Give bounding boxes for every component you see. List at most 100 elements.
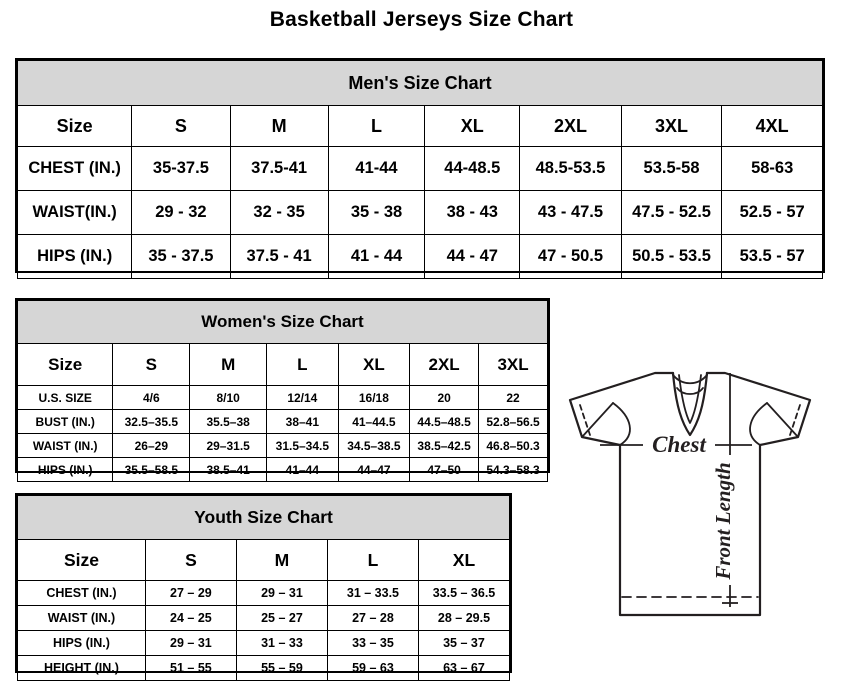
- youth-col-s: S: [144, 539, 237, 581]
- mens-col-2xl: 2XL: [519, 105, 622, 147]
- womens-hips-m: 38.5–41: [189, 457, 268, 482]
- womens-hips-2xl: 47–50: [409, 457, 480, 482]
- womens-col-s: S: [112, 343, 191, 386]
- mens-waist-s: 29 - 32: [131, 190, 231, 235]
- womens-ussize-3xl: 22: [478, 385, 548, 410]
- mens-size-chart: Men's Size Chart Size S M L XL 2XL 3XL 4…: [15, 58, 825, 279]
- youth-hips-s: 29 – 31: [144, 630, 237, 656]
- youth-waist-xl: 28 – 29.5: [417, 605, 511, 631]
- womens-col-m: M: [189, 343, 268, 386]
- womens-bust-2xl: 44.5–48.5: [409, 409, 480, 434]
- mens-band-row: Men's Size Chart: [17, 60, 823, 106]
- table-row: HIPS (IN.) 35.5–58.5 38.5–41 41–44 44–47…: [16, 457, 548, 482]
- womens-ussize-m: 8/10: [189, 385, 268, 410]
- youth-waist-l: 27 – 28: [326, 605, 419, 631]
- womens-hips-xl: 44–47: [337, 457, 411, 482]
- front-length-measure-line: [722, 373, 738, 607]
- youth-row-label-height: HEIGHT (IN.): [17, 655, 146, 681]
- womens-bust-m: 35.5–38: [189, 409, 268, 434]
- youth-chest-s: 27 – 29: [144, 580, 237, 606]
- youth-chest-l: 31 – 33.5: [326, 580, 419, 606]
- table-row: U.S. SIZE 4/6 8/10 12/14 16/18 20 22: [16, 385, 548, 410]
- table-row: WAIST (IN.) 24 – 25 25 – 27 27 – 28 28 –…: [17, 605, 511, 631]
- mens-hips-3xl: 50.5 - 53.5: [620, 234, 723, 279]
- mens-header-row: Size S M L XL 2XL 3XL 4XL: [16, 105, 823, 147]
- mens-chest-s: 35-37.5: [131, 146, 231, 191]
- youth-band-title: Youth Size Chart: [17, 495, 510, 540]
- youth-height-s: 51 – 55: [144, 655, 237, 681]
- mens-col-xl: XL: [424, 105, 521, 147]
- mens-hips-xl: 44 - 47: [424, 234, 521, 279]
- youth-hips-m: 31 – 33: [235, 630, 328, 656]
- womens-size-header: Size: [16, 343, 114, 386]
- womens-row-label-us-size: U.S. SIZE: [16, 385, 114, 410]
- mens-chest-m: 37.5-41: [229, 146, 329, 191]
- table-row: HIPS (IN.) 29 – 31 31 – 33 33 – 35 35 – …: [17, 630, 511, 656]
- youth-col-m: M: [235, 539, 328, 581]
- mens-waist-4xl: 52.5 - 57: [721, 190, 823, 235]
- youth-col-l: L: [326, 539, 419, 581]
- womens-ussize-s: 4/6: [112, 385, 191, 410]
- womens-waist-m: 29–31.5: [189, 433, 268, 458]
- womens-col-xl: XL: [337, 343, 411, 386]
- table-row: WAIST (IN.) 26–29 29–31.5 31.5–34.5 34.5…: [16, 433, 548, 458]
- womens-waist-s: 26–29: [112, 433, 191, 458]
- mens-row-label-waist: WAIST(IN.): [16, 190, 133, 235]
- youth-header-row: Size S M L XL: [17, 539, 511, 581]
- mens-chest-4xl: 58-63: [721, 146, 823, 191]
- mens-hips-s: 35 - 37.5: [131, 234, 231, 279]
- mens-waist-2xl: 43 - 47.5: [519, 190, 622, 235]
- chest-label: Chest: [652, 432, 706, 457]
- youth-chest-xl: 33.5 – 36.5: [417, 580, 511, 606]
- womens-ussize-xl: 16/18: [337, 385, 411, 410]
- youth-band-row: Youth Size Chart: [17, 495, 510, 540]
- youth-waist-s: 24 – 25: [144, 605, 237, 631]
- womens-bust-3xl: 52.8–56.5: [478, 409, 548, 434]
- womens-ussize-l: 12/14: [266, 385, 339, 410]
- womens-bust-xl: 41–44.5: [337, 409, 411, 434]
- mens-row-label-hips: HIPS (IN.): [16, 234, 133, 279]
- youth-size-chart: Youth Size Chart Size S M L XL CHEST (IN…: [15, 493, 512, 681]
- page-title: Basketball Jerseys Size Chart: [269, 8, 574, 31]
- youth-height-l: 59 – 63: [326, 655, 419, 681]
- mens-size-header: Size: [16, 105, 133, 147]
- youth-size-table: Youth Size Chart Size S M L XL CHEST (IN…: [17, 495, 511, 681]
- mens-hips-2xl: 47 - 50.5: [519, 234, 622, 279]
- table-row: HIPS (IN.) 35 - 37.5 37.5 - 41 41 - 44 4…: [16, 234, 823, 279]
- mens-hips-l: 41 - 44: [327, 234, 426, 279]
- table-row: HEIGHT (IN.) 51 – 55 55 – 59 59 – 63 63 …: [17, 655, 511, 681]
- mens-hips-m: 37.5 - 41: [229, 234, 329, 279]
- womens-waist-xl: 34.5–38.5: [337, 433, 411, 458]
- youth-row-label-chest: CHEST (IN.): [17, 580, 146, 606]
- womens-bust-s: 32.5–35.5: [112, 409, 191, 434]
- womens-row-label-bust: BUST (IN.): [16, 409, 114, 434]
- womens-row-label-waist: WAIST (IN.): [16, 433, 114, 458]
- mens-chest-2xl: 48.5-53.5: [519, 146, 622, 191]
- youth-chest-m: 29 – 31: [235, 580, 328, 606]
- womens-bust-l: 38–41: [266, 409, 339, 434]
- mens-col-4xl: 4XL: [721, 105, 823, 147]
- mens-size-table: Men's Size Chart Size S M L XL 2XL 3XL 4…: [16, 60, 823, 279]
- mens-col-l: L: [327, 105, 426, 147]
- youth-size-header: Size: [17, 539, 146, 581]
- mens-chest-xl: 44-48.5: [424, 146, 521, 191]
- mens-chest-3xl: 53.5-58: [620, 146, 723, 191]
- womens-col-2xl: 2XL: [409, 343, 480, 386]
- mens-band-title: Men's Size Chart: [17, 60, 823, 106]
- youth-waist-m: 25 – 27: [235, 605, 328, 631]
- womens-size-table: Women's Size Chart Size S M L XL 2XL 3XL…: [16, 300, 548, 482]
- youth-hips-l: 33 – 35: [326, 630, 419, 656]
- jersey-measurement-diagram: Chest Front Length: [540, 345, 840, 670]
- womens-col-3xl: 3XL: [478, 343, 548, 386]
- womens-waist-l: 31.5–34.5: [266, 433, 339, 458]
- front-length-label: Front Length: [711, 462, 735, 580]
- mens-hips-4xl: 53.5 - 57: [721, 234, 823, 279]
- youth-height-xl: 63 – 67: [417, 655, 511, 681]
- mens-waist-m: 32 - 35: [229, 190, 329, 235]
- jersey-outline-icon: [568, 371, 812, 617]
- womens-ussize-2xl: 20: [409, 385, 480, 410]
- youth-hips-xl: 35 – 37: [417, 630, 511, 656]
- youth-height-m: 55 – 59: [235, 655, 328, 681]
- womens-col-l: L: [266, 343, 339, 386]
- mens-waist-xl: 38 - 43: [424, 190, 521, 235]
